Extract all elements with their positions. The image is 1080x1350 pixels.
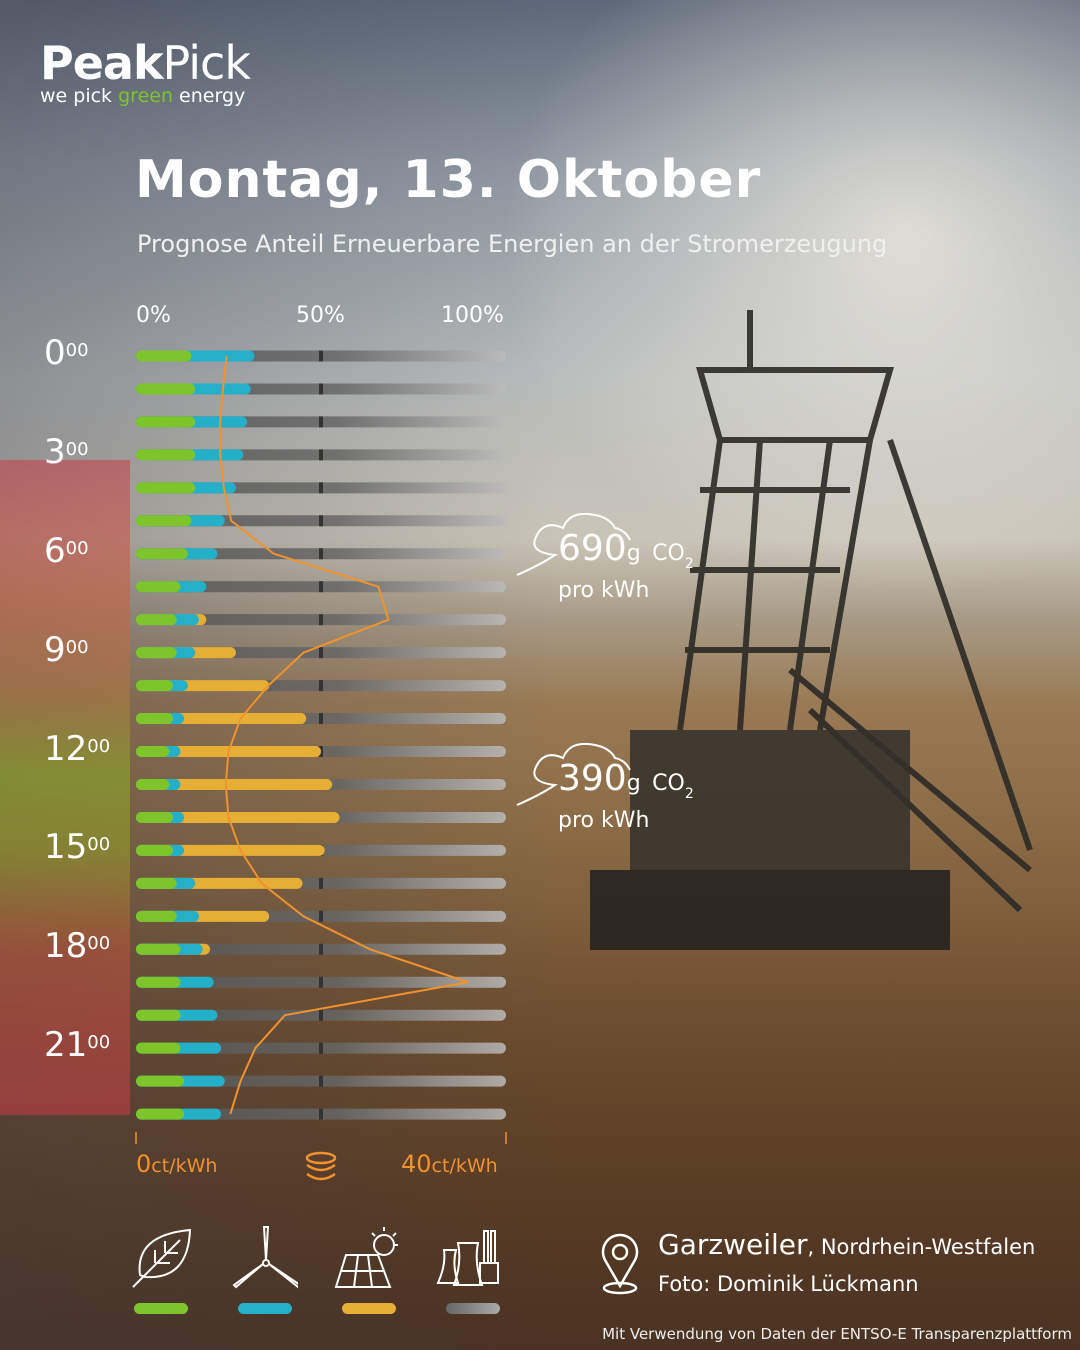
hour-label: 1800 [44, 926, 111, 967]
co2-value: 390g CO2 [558, 758, 694, 803]
price-max-label: 40ct/kWh [401, 1150, 498, 1178]
hour-label: 2100 [44, 1025, 111, 1066]
location-name: Garzweiler [658, 1228, 808, 1261]
legend-swatch-bio [134, 1303, 188, 1314]
logo-wordmark: PeakPick [40, 36, 251, 90]
location-pin-icon [601, 1233, 639, 1295]
power-plant-icon [436, 1230, 499, 1286]
co2-callout-high: 690g CO2 pro kWh [515, 510, 715, 620]
co2-callout-low: 390g CO2 pro kWh [515, 740, 715, 850]
coins-icon [305, 1151, 337, 1181]
legend-swatch-wind [238, 1303, 292, 1314]
price-min-label: 0ct/kWh [136, 1150, 218, 1178]
hour-label: 600 [44, 530, 89, 571]
leaf-icon [132, 1228, 192, 1288]
hour-label: 1200 [44, 728, 111, 769]
location: Garzweiler, Nordrhein-Westfalen [658, 1228, 1035, 1261]
co2-unit: pro kWh [558, 578, 650, 603]
sky-glow [500, 0, 1080, 600]
tagline-green: green [118, 85, 173, 107]
hour-label: 900 [44, 629, 89, 670]
cloud-speech-icon [516, 742, 631, 806]
page-title: Montag, 13. Oktober [135, 150, 762, 210]
bucket-wheel-excavator-image [590, 310, 1033, 950]
data-source: Mit Verwendung von Daten der ENTSO-E Tra… [602, 1325, 1072, 1343]
co2-value: 690g CO2 [558, 528, 694, 573]
co2-intensity-band [0, 460, 130, 1115]
tagline-pre: we pick [40, 85, 119, 107]
page-subtitle: Prognose Anteil Erneuerbare Energien an … [137, 230, 888, 258]
x-tick-100: 100% [441, 303, 504, 328]
cloud-speech-icon [516, 512, 631, 576]
solar-panel-icon [334, 1227, 398, 1288]
logo-light: Pick [162, 36, 251, 90]
location-region: , Nordrhein-Westfalen [807, 1235, 1036, 1259]
x-tick-0: 0% [136, 303, 171, 328]
x-tick-50: 50% [296, 303, 345, 328]
logo-bold: Peak [40, 36, 164, 90]
hour-label: 000 [44, 333, 89, 373]
legend-swatch-solar [342, 1303, 396, 1314]
logo-tagline: we pick green energy [40, 86, 250, 106]
logo: PeakPick we pick green energy [40, 36, 251, 106]
co2-unit: pro kWh [558, 808, 650, 833]
photo-credit: Foto: Dominik Lückmann [658, 1272, 919, 1296]
hour-label: 1500 [44, 827, 111, 868]
tagline-post: energy [173, 85, 246, 107]
hour-label: 300 [44, 431, 89, 472]
legend-swatch-conventional [446, 1303, 500, 1314]
wind-turbine-icon [232, 1226, 298, 1289]
